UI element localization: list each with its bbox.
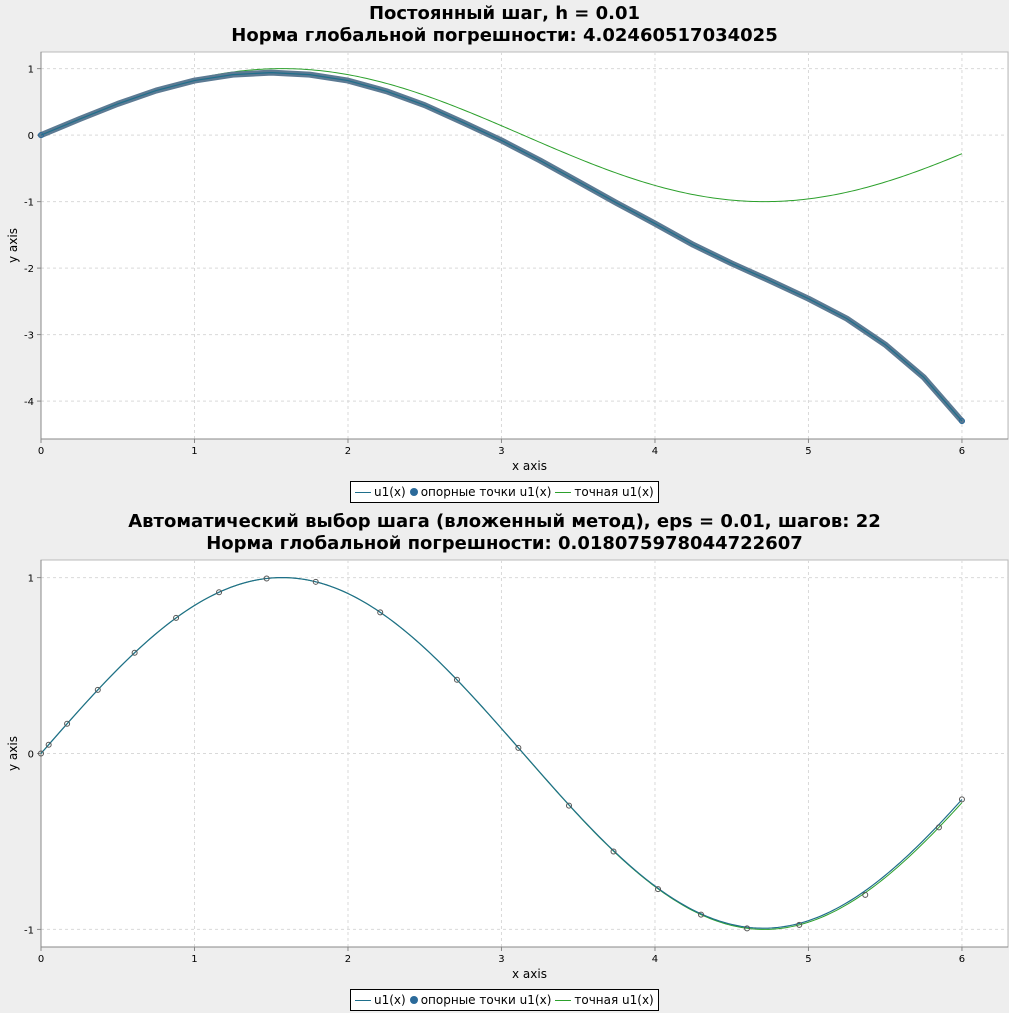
x-tick-label: 5 xyxy=(805,954,811,965)
x-tick-label: 4 xyxy=(652,954,658,965)
y-tick-label: -1 xyxy=(24,198,34,209)
y-tick-label: -4 xyxy=(24,397,34,408)
legend: u1(x) опорные точки u1(x) точная u1(x) xyxy=(350,481,659,503)
y-axis-label: y axis xyxy=(6,736,20,771)
legend-label: u1(x) xyxy=(374,485,406,499)
series-line-numeric xyxy=(40,72,963,422)
series-point xyxy=(566,802,573,809)
x-axis-label: x axis xyxy=(512,967,547,981)
series-point xyxy=(312,578,319,585)
legend-item-points: опорные точки u1(x) xyxy=(409,993,552,1007)
series-point xyxy=(38,750,44,757)
series-point xyxy=(698,911,705,918)
legend-item-exact: точная u1(x) xyxy=(555,993,654,1007)
legend-line-icon xyxy=(555,999,572,1001)
chart-title-text: Постоянный шаг, h = 0.01 xyxy=(368,3,641,24)
x-tick-label: 4 xyxy=(652,446,658,457)
legend-line-icon xyxy=(355,491,371,493)
series-point xyxy=(744,925,751,932)
x-tick-label: 2 xyxy=(345,446,351,457)
legend-item-points: опорные точки u1(x) xyxy=(409,485,552,499)
legend-item-numeric: u1(x) xyxy=(355,993,406,1007)
chart-subtitle-text: Норма глобальной погрешности: 0.01807597… xyxy=(206,533,803,554)
series-point xyxy=(173,614,180,621)
x-tick-label: 6 xyxy=(959,954,965,965)
x-tick-label: 0 xyxy=(38,446,44,457)
series-point xyxy=(453,676,460,683)
plot-area: 0 1 2 3 4 5 6 -4 -3 -2 -1 0 1 x axis y axis xyxy=(6,51,1009,473)
legend-label: опорные точки u1(x) xyxy=(420,993,552,1007)
series-point xyxy=(515,744,522,751)
series-point xyxy=(377,609,384,616)
series-point xyxy=(935,824,942,831)
y-tick-label: -2 xyxy=(24,264,34,275)
chart-subtitle-text: Норма глобальной погрешности: 4.02460517… xyxy=(231,25,778,46)
series-line-numeric xyxy=(40,576,963,929)
series-point xyxy=(64,720,71,727)
series-point xyxy=(131,649,138,656)
legend-label: u1(x) xyxy=(374,993,406,1007)
y-tick-label: 0 xyxy=(28,750,34,761)
legend-line-icon xyxy=(355,999,371,1001)
y-tick-label: 1 xyxy=(28,65,34,76)
series-point xyxy=(958,796,965,803)
x-tick-label: 1 xyxy=(191,954,197,965)
x-tick-label: 5 xyxy=(805,446,811,457)
y-tick-label: 1 xyxy=(28,574,34,585)
x-tick-label: 2 xyxy=(345,954,351,965)
legend-item-exact: точная u1(x) xyxy=(555,485,654,499)
y-tick-label: -1 xyxy=(24,925,34,936)
series-point xyxy=(94,686,101,693)
series-point xyxy=(263,575,270,582)
legend-label: точная u1(x) xyxy=(574,485,654,499)
y-tick-label: 0 xyxy=(28,131,34,142)
plot-background xyxy=(40,51,1009,440)
series-point xyxy=(45,741,52,748)
plot-area: 0 1 2 3 4 5 6 -1 0 1 x axis y axis xyxy=(6,559,1009,981)
chart-title: Постоянный шаг, h = 0.01 Норма глобально… xyxy=(0,3,1009,47)
series-point xyxy=(862,891,869,898)
x-tick-label: 0 xyxy=(38,954,44,965)
series-point xyxy=(958,418,965,425)
chart-panel-auto-step: Автоматический выбор шага (вложенный мет… xyxy=(0,508,1009,1013)
x-axis-label: x axis xyxy=(512,459,547,473)
chart-title: Автоматический выбор шага (вложенный мет… xyxy=(0,511,1009,555)
legend: u1(x) опорные точки u1(x) точная u1(x) xyxy=(350,989,659,1011)
y-axis-label: y axis xyxy=(6,228,20,263)
series-point xyxy=(796,921,803,928)
series-point xyxy=(38,132,44,139)
series-point xyxy=(655,886,662,893)
x-tick-label: 3 xyxy=(498,446,504,457)
x-tick-label: 6 xyxy=(959,446,965,457)
legend-item-numeric: u1(x) xyxy=(355,485,406,499)
legend-label: точная u1(x) xyxy=(574,993,654,1007)
y-tick-label: -3 xyxy=(24,331,34,342)
chart-panel-constant-step: Постоянный шаг, h = 0.01 Норма глобально… xyxy=(0,3,1009,503)
legend-dot-icon xyxy=(409,488,418,496)
legend-label: опорные точки u1(x) xyxy=(420,485,552,499)
x-tick-label: 1 xyxy=(191,446,197,457)
x-tick-label: 3 xyxy=(498,954,504,965)
series-point xyxy=(216,589,223,596)
legend-line-icon xyxy=(555,491,572,493)
series-point xyxy=(610,848,617,855)
legend-dot-icon xyxy=(409,996,418,1004)
chart-title-text: Автоматический выбор шага (вложенный мет… xyxy=(128,511,881,532)
